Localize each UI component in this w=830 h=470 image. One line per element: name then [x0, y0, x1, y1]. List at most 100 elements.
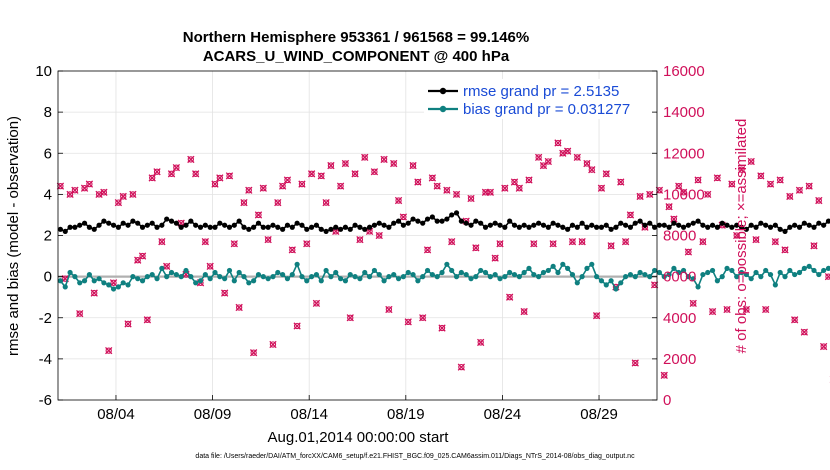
bias-series-point: [67, 269, 73, 276]
obs-possible-point: [675, 182, 682, 190]
rmse-series-point: [627, 224, 634, 230]
obs-possible-point: [264, 236, 272, 243]
obs-possible-point: [699, 238, 707, 245]
bias-series-point: [821, 267, 827, 274]
obs-assimilated-point: [679, 188, 688, 196]
obs-possible-point: [607, 242, 615, 249]
obs-assimilated-point: [708, 307, 717, 316]
obs-possible-point: [448, 238, 455, 245]
obs-assimilated-point: [414, 178, 422, 186]
bias-series-point: [81, 278, 88, 284]
legend-rmse-label: rmse grand pr = 2.5135: [463, 83, 619, 100]
obs-possible-point: [511, 178, 518, 186]
rmse-series-point: [86, 224, 92, 230]
y-tick-label-right: 10000: [663, 186, 705, 203]
bias-series-point: [796, 269, 803, 276]
rmse-series-point: [690, 220, 696, 226]
bias-series-point: [550, 263, 556, 269]
bias-series-point: [453, 274, 460, 280]
obs-assimilated-point: [684, 248, 693, 256]
y-ticks: -6 -4 -2 0 2 4 6 8 10: [35, 63, 63, 409]
rmse-series-point: [777, 226, 783, 232]
obs-assimilated-point: [670, 215, 678, 223]
legend: rmse grand pr = 2.5135 bias grand pr = 0…: [424, 79, 652, 119]
obs-possible-point: [153, 168, 161, 175]
bias-series-point: [149, 271, 155, 278]
obs-assimilated-point: [327, 161, 335, 170]
obs-assimilated-point: [737, 166, 746, 174]
x-tick-label: 08/24: [484, 406, 522, 423]
y-tick-label-right: 4000: [663, 310, 696, 327]
rmse-series-point: [96, 222, 102, 228]
rmse-series-point: [792, 222, 798, 228]
obs-possible-point: [289, 246, 296, 254]
bias-series-point: [328, 274, 334, 280]
obs-possible-point: [496, 240, 504, 247]
rmse-series-point: [821, 222, 827, 228]
obs-possible-point: [318, 172, 325, 180]
obs-assimilated-point: [346, 314, 354, 322]
rmse-series-point: [705, 224, 711, 230]
rmse-series-point: [603, 222, 609, 228]
bias-series-point: [825, 265, 830, 271]
obs-possible-point: [284, 176, 291, 184]
obs-assimilated-point: [467, 194, 475, 203]
obs-possible-point: [71, 187, 79, 194]
y-tick-label: -2: [39, 310, 52, 327]
rmse-series-point: [521, 222, 527, 228]
bias-series-point: [623, 274, 629, 280]
obs-possible-point: [762, 306, 769, 313]
rmse-series-point: [801, 220, 807, 226]
obs-assimilated-point: [356, 235, 364, 244]
obs-assimilated-point: [143, 316, 152, 324]
y-tick-label: 8: [44, 104, 52, 121]
rmse-series-point: [381, 222, 387, 228]
obs-assimilated-point: [713, 174, 722, 182]
obs-assimilated-point: [776, 176, 784, 184]
obs-assimilated-point: [457, 363, 466, 371]
obs-assimilated-point: [90, 289, 98, 297]
obs-assimilated-point: [742, 305, 751, 314]
bias-series-point: [680, 267, 687, 274]
obs-possible-point: [583, 160, 591, 167]
rmse-series-point: [492, 220, 498, 226]
obs-possible-point: [187, 156, 194, 163]
rmse-series-point: [685, 222, 691, 228]
y-tick-label: 4: [44, 186, 52, 203]
rmse-series-point: [222, 222, 228, 228]
bias-series-point: [106, 282, 112, 288]
bias-series-point: [241, 274, 247, 280]
bias-series-point: [729, 267, 735, 274]
obs-possible-point: [820, 343, 827, 350]
x-tick-label: 08/09: [194, 406, 232, 423]
obs-assimilated-point: [477, 338, 485, 347]
obs-assimilated-point: [694, 176, 702, 184]
obs-possible-point: [279, 182, 286, 190]
rmse-series-point: [468, 222, 474, 228]
rmse-series-point: [260, 224, 266, 230]
rmse-series-point: [309, 224, 315, 230]
obs-possible-point: [414, 178, 422, 186]
obs-assimilated-point: [723, 305, 731, 314]
obs-assimilated-point: [699, 238, 707, 246]
bias-series-point: [695, 284, 701, 290]
obs-assimilated-point: [819, 342, 828, 351]
bias-series-point: [492, 271, 498, 278]
obs-assimilated-point: [728, 180, 736, 188]
obs-assimilated-point: [607, 242, 615, 250]
obs-possible-point: [405, 318, 412, 326]
rmse-series-point: [463, 220, 469, 226]
rmse-series-point: [342, 224, 349, 230]
obs-assimilated-point: [269, 340, 277, 349]
rmse-series-point: [608, 226, 614, 232]
bias-series-point: [758, 274, 764, 280]
obs-possible-point: [525, 176, 533, 184]
rmse-series-point: [758, 220, 764, 226]
rmse-series-point: [139, 224, 146, 230]
rmse-series-point: [724, 222, 730, 228]
rmse-series-point: [265, 224, 271, 230]
obs-assimilated-point: [293, 322, 301, 330]
obs-assimilated-point: [394, 196, 403, 205]
obs-possible-point: [781, 246, 789, 254]
rmse-series-point: [680, 224, 687, 230]
